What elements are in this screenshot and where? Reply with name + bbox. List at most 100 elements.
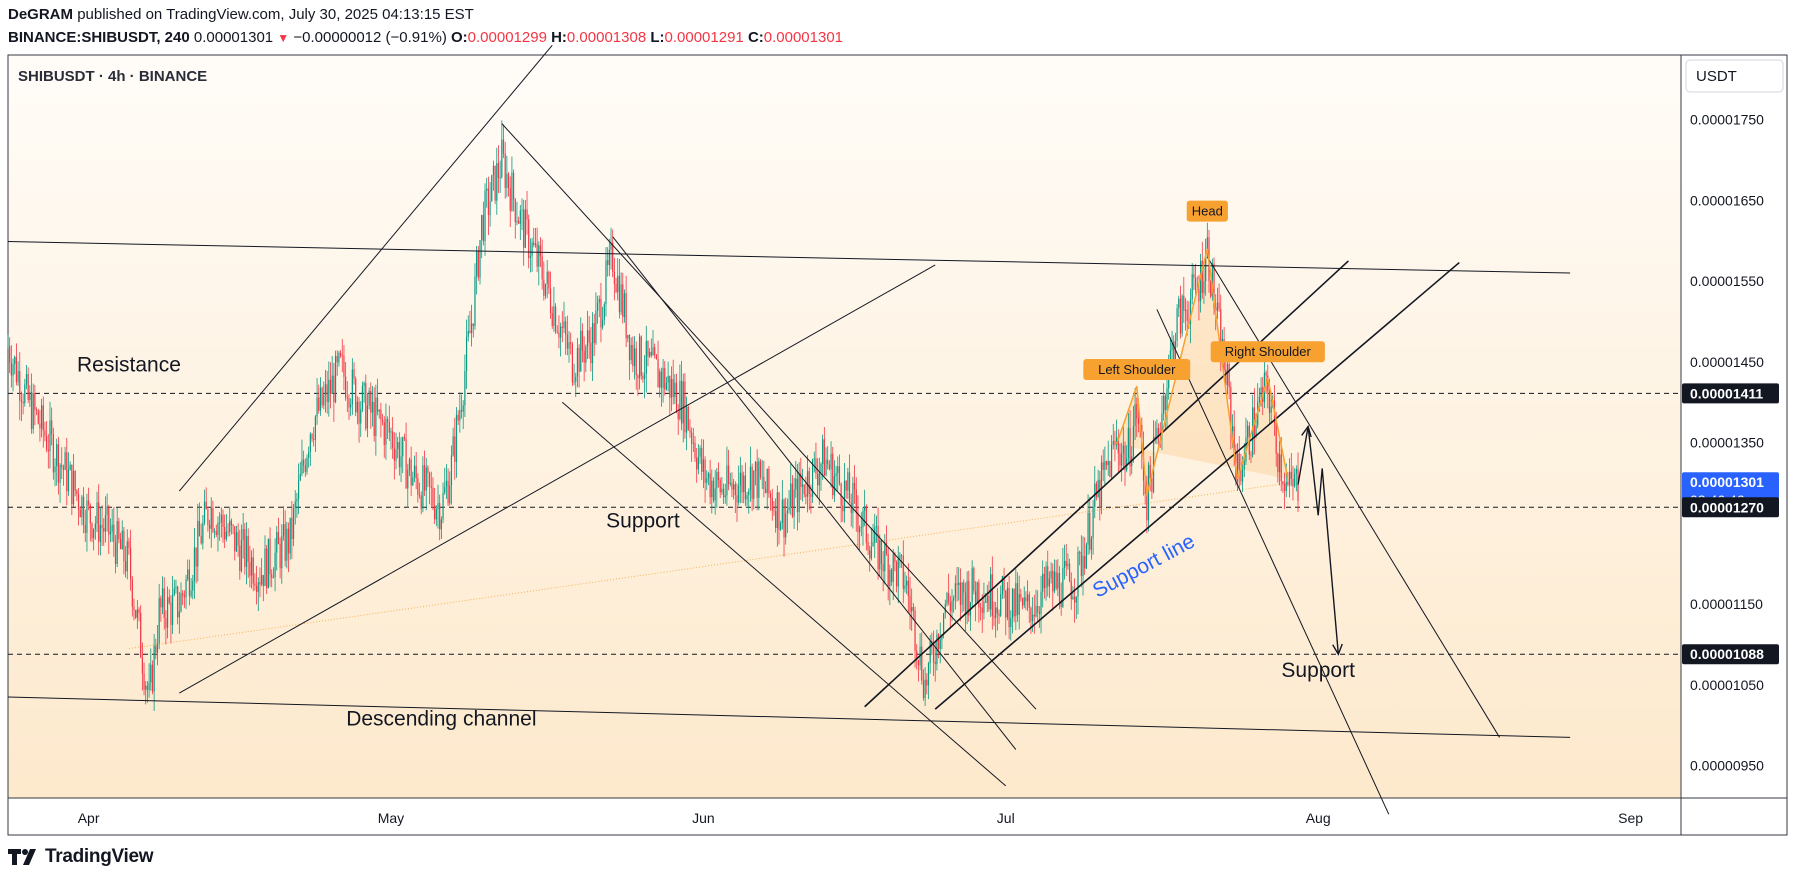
- candle: [339, 350, 342, 358]
- candle: [502, 124, 505, 159]
- trend-line[interactable]: [1156, 309, 1390, 815]
- candle: [1089, 496, 1091, 554]
- candle: [474, 263, 476, 330]
- currency-button[interactable]: [1685, 59, 1784, 93]
- candle: [77, 487, 80, 526]
- candle: [860, 512, 862, 537]
- candle: [1183, 276, 1185, 323]
- candle: [509, 176, 511, 228]
- trend-line[interactable]: [612, 236, 1017, 750]
- price-label[interactable]: 0.00001270: [1682, 497, 1779, 518]
- candle: [1117, 429, 1119, 472]
- candle: [823, 427, 825, 477]
- y-tick-label: 0.00000950: [1690, 758, 1764, 774]
- candle: [440, 516, 442, 539]
- candle: [329, 362, 332, 409]
- candle: [257, 577, 259, 612]
- candle: [318, 384, 320, 414]
- trend-line[interactable]: [561, 401, 1007, 787]
- forecast-path[interactable]: [1297, 426, 1340, 655]
- head-and-shoulders-pattern[interactable]: [1115, 248, 1289, 496]
- chart-annotation[interactable]: Descending channel: [346, 707, 536, 730]
- trend-line[interactable]: [179, 264, 936, 694]
- candle: [645, 325, 647, 393]
- candle: [88, 487, 90, 511]
- candle: [17, 361, 19, 386]
- candle: [1000, 585, 1002, 618]
- candle: [403, 433, 406, 442]
- candle: [435, 505, 437, 527]
- candle: [1176, 304, 1178, 348]
- chart-annotation[interactable]: Resistance: [77, 354, 181, 377]
- symbol-label[interactable]: BINANCE:SHIBUSDT, 240: [8, 29, 190, 46]
- candle: [415, 451, 417, 490]
- currency-label: USDT: [1696, 68, 1737, 85]
- pattern-label[interactable]: Left Shoulder: [1083, 358, 1191, 380]
- candle: [286, 521, 288, 569]
- trend-line[interactable]: [864, 260, 1349, 708]
- candle: [558, 315, 560, 349]
- candle: [660, 367, 663, 407]
- y-tick-label: 0.00001650: [1690, 192, 1764, 208]
- candle: [879, 534, 881, 577]
- candle: [413, 455, 416, 483]
- candle: [756, 449, 758, 511]
- candle: [1074, 578, 1076, 623]
- candle: [445, 464, 448, 499]
- candle: [136, 600, 138, 629]
- trend-line[interactable]: [7, 696, 1571, 738]
- candle: [460, 394, 463, 419]
- candle: [764, 481, 767, 494]
- candle: [1095, 481, 1098, 501]
- candle: [605, 247, 607, 317]
- candle: [625, 275, 627, 348]
- candle: [418, 482, 421, 499]
- candle: [986, 584, 988, 613]
- pattern-label[interactable]: Right Shoulder: [1210, 341, 1325, 363]
- candle: [432, 477, 434, 511]
- candle: [512, 169, 515, 212]
- price-label[interactable]: 0.00001411: [1682, 383, 1779, 404]
- candle: [1052, 563, 1054, 611]
- trend-line[interactable]: [7, 241, 1571, 274]
- candle: [736, 483, 738, 522]
- candle: [852, 476, 854, 529]
- chart-title: SHIBUSDT · 4h · BINANCE: [18, 68, 207, 85]
- price-label[interactable]: 0.00001088: [1682, 644, 1779, 665]
- candle: [971, 560, 973, 607]
- candle: [449, 471, 451, 506]
- candle: [687, 405, 689, 431]
- candle: [506, 155, 508, 198]
- candle: [534, 227, 537, 248]
- author-name[interactable]: DeGRAM: [8, 6, 74, 23]
- trend-line[interactable]: [178, 44, 553, 492]
- candle: [1072, 586, 1074, 600]
- candle: [1040, 575, 1042, 634]
- candle: [581, 323, 584, 363]
- candle: [72, 454, 75, 508]
- candle: [22, 393, 24, 415]
- trend-line[interactable]: [934, 261, 1460, 710]
- tradingview-logo[interactable]: TradingView: [8, 846, 154, 868]
- candle: [524, 200, 526, 249]
- candle: [638, 333, 641, 390]
- candle: [319, 377, 322, 416]
- pattern-label[interactable]: Head: [1186, 200, 1228, 222]
- chart-annotation[interactable]: Support: [606, 509, 680, 532]
- candle: [81, 495, 83, 526]
- candle: [1116, 419, 1118, 450]
- chart-annotation[interactable]: Support: [1281, 659, 1355, 682]
- trend-line[interactable]: [1206, 256, 1501, 738]
- candle: [556, 325, 558, 334]
- candle: [34, 384, 36, 426]
- candle: [775, 498, 777, 533]
- candle: [1023, 586, 1025, 609]
- trend-line[interactable]: [501, 123, 1037, 710]
- candle: [691, 427, 693, 462]
- candle: [51, 407, 53, 446]
- candle: [622, 272, 624, 324]
- candle: [922, 669, 925, 701]
- candle: [113, 506, 115, 557]
- candle: [486, 177, 488, 208]
